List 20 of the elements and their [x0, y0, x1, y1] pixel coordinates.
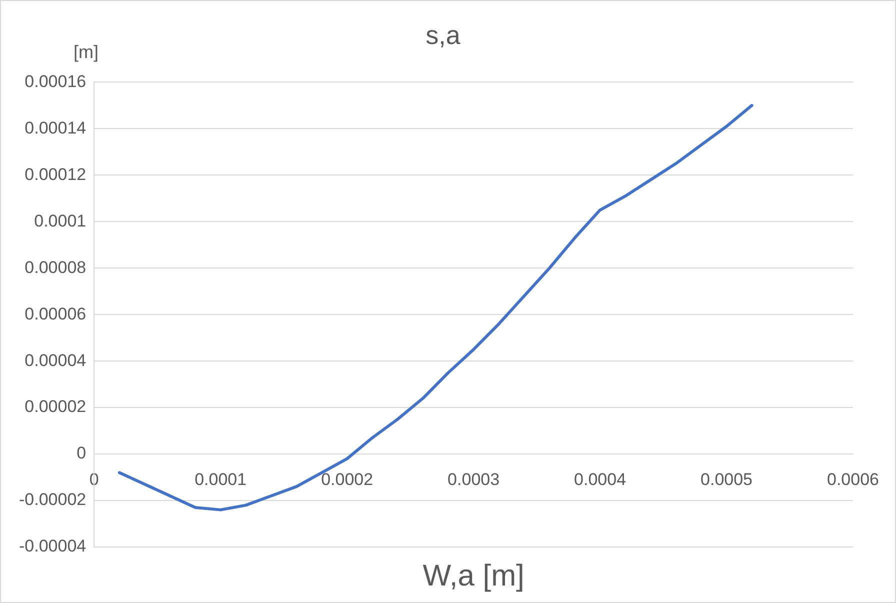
y-tick-label: -0.00004 [18, 536, 86, 556]
chart-title: s,a [426, 20, 461, 50]
y-tick-label: 0.00014 [24, 118, 86, 138]
x-tick-label: 0.0003 [448, 470, 500, 489]
x-tick-label: 0.0006 [827, 470, 879, 489]
x-tick-label: 0.0005 [700, 470, 753, 489]
x-tick-label: 0.0001 [194, 470, 247, 489]
y-tick-label: 0.00002 [24, 397, 86, 416]
x-axis-title: W,a [m] [422, 559, 524, 592]
y-tick-label: 0.00016 [24, 72, 86, 91]
y-tick-label: 0.00006 [24, 304, 86, 324]
y-tick-label: 0.00012 [24, 164, 86, 184]
y-tick-label: 0.00004 [24, 350, 86, 370]
x-tick-label: 0.0004 [574, 470, 626, 489]
y-tick-label: -0.00002 [18, 490, 86, 510]
x-tick-label: 0.0002 [321, 470, 374, 489]
y-axis-title: [m] [74, 42, 98, 62]
y-tick-label: 0.00008 [24, 258, 86, 277]
y-tick-label: 0 [76, 444, 86, 463]
y-tick-label: 0.0001 [34, 211, 86, 230]
